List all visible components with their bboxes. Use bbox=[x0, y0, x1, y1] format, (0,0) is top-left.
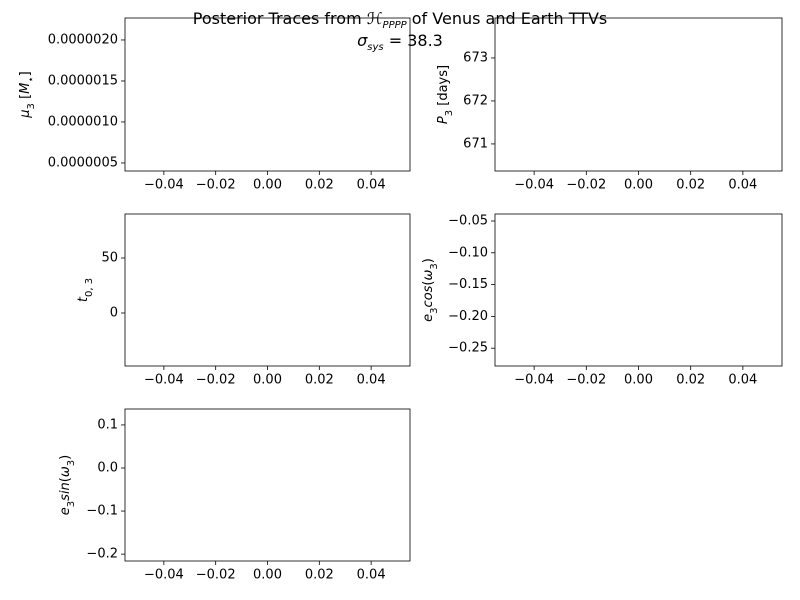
y-axis-label-part: ) bbox=[58, 455, 73, 460]
y-tick-label: −0.10 bbox=[448, 245, 488, 260]
x-tick-label: −0.04 bbox=[144, 373, 184, 388]
y-axis-label: μ3 [M⋆] bbox=[18, 71, 37, 118]
y-axis-label-part: [ bbox=[18, 94, 33, 103]
y-tick-label: 671 bbox=[463, 136, 488, 151]
y-tick-label: 672 bbox=[463, 93, 488, 108]
y-tick-label: 50 bbox=[101, 250, 118, 265]
y-axis-label-part: ω bbox=[58, 466, 73, 477]
y-tick-label: 0.1 bbox=[97, 417, 118, 432]
x-tick-label: 0.02 bbox=[676, 178, 705, 193]
x-tick-label: −0.04 bbox=[514, 178, 554, 193]
figure-title-part: ℋ bbox=[367, 9, 383, 28]
x-tick-label: 0.00 bbox=[253, 568, 282, 583]
y-axis-label-part: ω bbox=[421, 270, 436, 281]
y-axis-label: t0, 3 bbox=[76, 278, 95, 302]
y-axis-label-part: ( bbox=[421, 281, 436, 286]
y-axis-label-part: cos bbox=[421, 285, 436, 307]
x-tick-label: −0.04 bbox=[514, 373, 554, 388]
y-tick-label: −0.20 bbox=[448, 309, 488, 324]
y-axis-label-part: ( bbox=[58, 477, 73, 482]
y-tick-label: 0 bbox=[110, 305, 118, 320]
y-tick-label: −0.1 bbox=[86, 504, 118, 519]
y-axis-label-part: 3 bbox=[66, 501, 77, 507]
x-tick-label: 0.02 bbox=[305, 568, 334, 583]
y-axis-label-part: 3 bbox=[429, 263, 440, 269]
y-axis-label-part: M bbox=[18, 83, 33, 94]
y-tick-label: −0.2 bbox=[86, 547, 118, 562]
y-axis-label-part: 3 bbox=[66, 460, 77, 466]
y-tick-label: −0.05 bbox=[448, 213, 488, 228]
y-tick-label: −0.25 bbox=[448, 341, 488, 356]
x-tick-label: −0.04 bbox=[144, 178, 184, 193]
x-tick-label: 0.04 bbox=[728, 373, 757, 388]
x-tick-label: 0.00 bbox=[253, 178, 282, 193]
y-axis-label-part: sin bbox=[58, 482, 73, 501]
y-axis-label-part: [days] bbox=[436, 65, 451, 110]
x-tick-label: −0.02 bbox=[196, 568, 236, 583]
y-axis-label-part: e bbox=[421, 314, 436, 322]
y-axis-label-part: e bbox=[58, 507, 73, 515]
figure-subtitle-part: σ bbox=[357, 31, 368, 50]
figure-subtitle-part: sys bbox=[367, 42, 383, 53]
y-axis-label-part: 3 bbox=[444, 110, 455, 116]
figure-title-part: PPPP bbox=[383, 20, 408, 31]
x-tick-label: 0.00 bbox=[253, 373, 282, 388]
y-axis-label-part: ] bbox=[18, 71, 33, 76]
y-axis-label: e3cos(ω3) bbox=[421, 258, 440, 322]
x-tick-label: −0.04 bbox=[144, 568, 184, 583]
x-tick-label: −0.02 bbox=[566, 178, 606, 193]
x-tick-label: −0.02 bbox=[566, 373, 606, 388]
x-tick-label: −0.02 bbox=[196, 373, 236, 388]
y-axis-label-part: t bbox=[76, 296, 91, 302]
y-tick-label: −0.15 bbox=[448, 277, 488, 292]
x-tick-label: −0.02 bbox=[196, 178, 236, 193]
y-tick-label: 673 bbox=[463, 50, 488, 65]
x-tick-label: 0.00 bbox=[624, 373, 653, 388]
y-tick-label: 0.0000010 bbox=[48, 114, 118, 129]
figure-subtitle-part: = 38.3 bbox=[384, 31, 443, 50]
x-tick-label: 0.04 bbox=[357, 178, 386, 193]
y-axis-label: P3 [days] bbox=[436, 65, 455, 124]
x-tick-label: 0.04 bbox=[357, 373, 386, 388]
x-tick-label: 0.02 bbox=[305, 178, 334, 193]
figure-title-part: Posterior Traces from bbox=[193, 9, 367, 28]
y-axis-label-part: P bbox=[436, 116, 451, 124]
x-tick-label: 0.02 bbox=[676, 373, 705, 388]
y-tick-label: 0.0 bbox=[97, 460, 118, 475]
y-axis-label-part: 3 bbox=[26, 103, 37, 109]
y-tick-label: 0.0000005 bbox=[48, 155, 118, 170]
y-axis-label-part: ⋆ bbox=[26, 76, 37, 82]
y-tick-label: 0.0000020 bbox=[48, 32, 118, 47]
x-tick-label: 0.00 bbox=[624, 178, 653, 193]
x-tick-label: 0.04 bbox=[357, 568, 386, 583]
y-axis-label: e3sin(ω3) bbox=[58, 455, 77, 515]
y-axis-label-part: ) bbox=[421, 258, 436, 263]
y-axis-label-part: μ bbox=[18, 109, 33, 118]
figure-subtitle: σsys = 38.3 bbox=[357, 31, 443, 53]
figure-title-part: of Venus and Earth TTVs bbox=[407, 9, 608, 28]
x-tick-label: 0.02 bbox=[305, 373, 334, 388]
y-axis-label-part: 3 bbox=[429, 307, 440, 313]
x-tick-label: 0.04 bbox=[728, 178, 757, 193]
figure-title: Posterior Traces from ℋPPPP of Venus and… bbox=[193, 9, 608, 31]
y-tick-label: 0.0000015 bbox=[48, 73, 118, 88]
y-axis-label-part: 0, 3 bbox=[84, 278, 95, 297]
